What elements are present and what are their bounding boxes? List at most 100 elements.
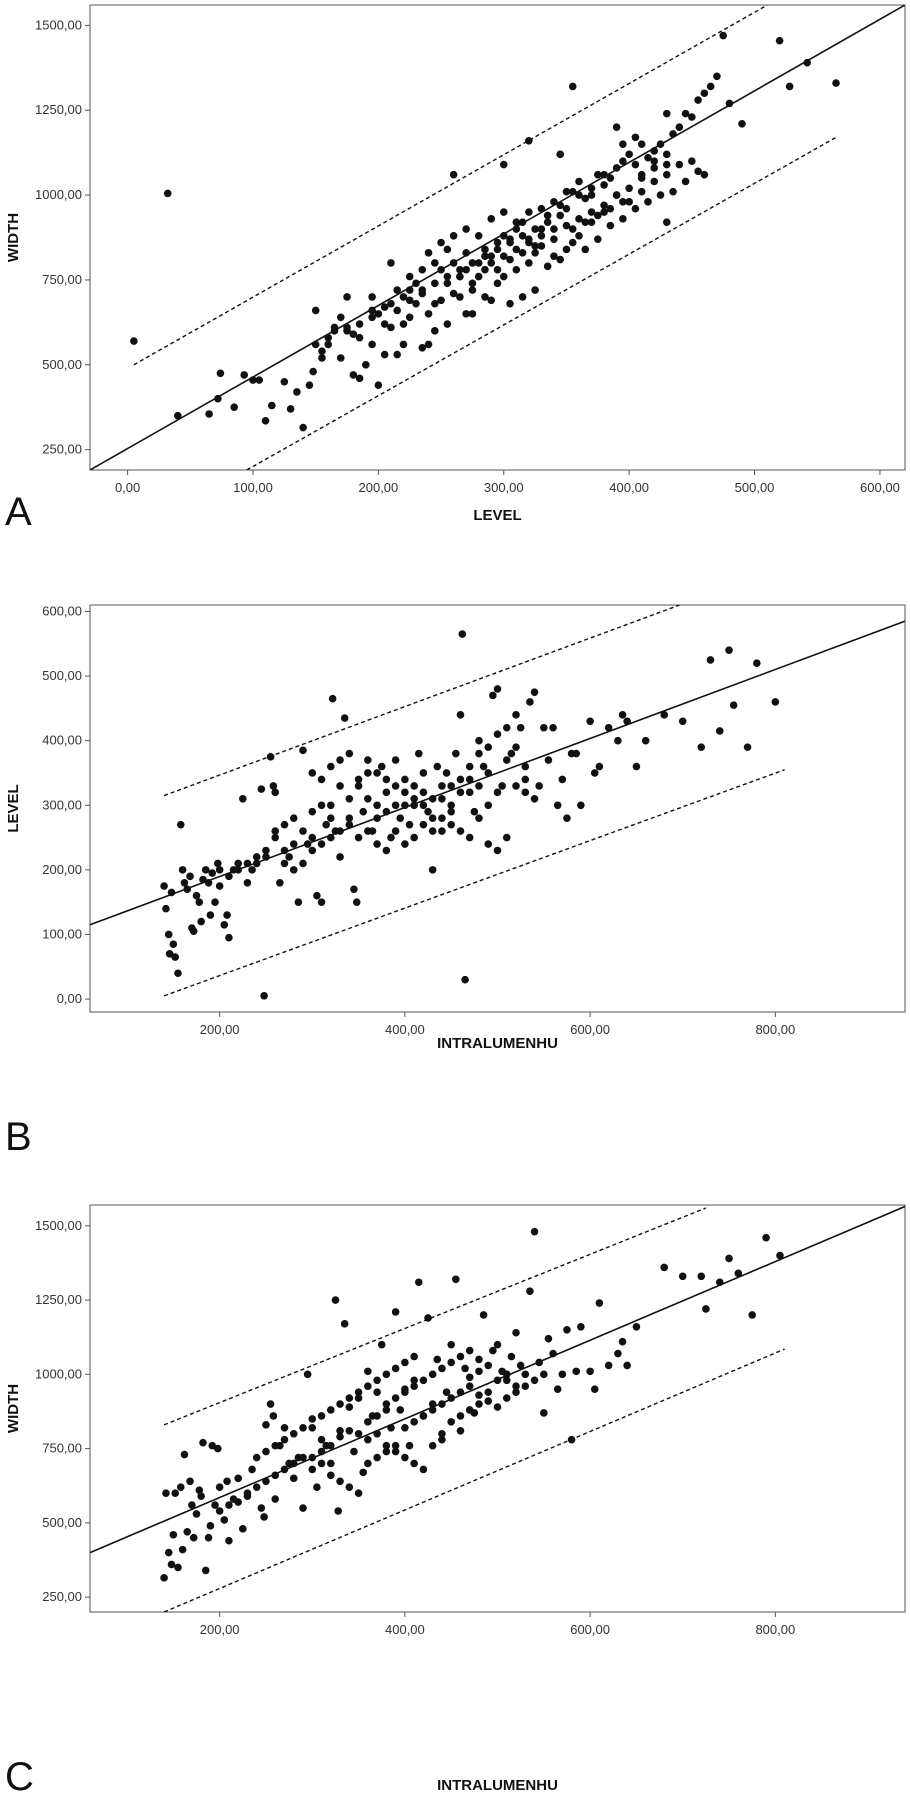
chart-2-data-point — [326, 1406, 335, 1414]
chart-1-data-point — [382, 788, 391, 797]
chart-0-data-point — [619, 140, 627, 148]
chart-0-data-point — [556, 201, 564, 210]
chart-1-x-axis-label: INTRALUMENHU — [437, 1035, 558, 1052]
chart-1-data-point — [521, 788, 530, 797]
chart-1-data-point — [401, 840, 409, 848]
chart-0-data-point — [355, 320, 364, 328]
chart-0-data-point — [456, 265, 464, 274]
chart-0-data-point — [230, 403, 238, 412]
chart-0-data-point — [656, 140, 665, 148]
chart-0-data-point — [499, 252, 508, 260]
chart-1-data-point — [364, 756, 372, 764]
chart-2-data-point — [234, 1498, 242, 1506]
chart-1-data-point — [475, 749, 483, 758]
chart-0-data-point — [612, 123, 621, 131]
chart-0-data-point — [405, 313, 414, 322]
chart-2-data-point — [521, 1382, 530, 1391]
chart-1-data-point — [401, 788, 409, 797]
chart-2-data-point — [317, 1459, 326, 1468]
chart-0-data-point — [725, 99, 734, 108]
chart-0-x-axis-label: LEVEL — [473, 507, 521, 524]
chart-0-x-tick-label: 500,00 — [735, 480, 775, 495]
chart-2-data-point — [502, 1376, 511, 1385]
chart-0-data-point — [531, 225, 539, 233]
chart-2-data-point — [414, 1278, 423, 1287]
chart-0-data-point — [405, 296, 414, 305]
chart-2-data-point — [410, 1352, 418, 1361]
chart-0-data-point — [305, 381, 314, 389]
scatter-chart-a: 0,00 100,00 200,00 300,00 400,00 500,00 600,00… — [5, 4, 906, 534]
chart-1-data-point — [484, 801, 493, 810]
chart-1-data-point — [743, 743, 752, 751]
chart-1-data-point — [214, 859, 222, 868]
chart-2-data-point — [521, 1370, 530, 1379]
chart-1-data-point — [493, 730, 502, 739]
chart-0-data-point — [487, 296, 496, 305]
chart-1-data-point — [162, 904, 170, 913]
chart-1-data-point — [456, 788, 465, 797]
chart-0-data-point — [330, 327, 339, 335]
chart-0-data-point — [173, 411, 182, 420]
chart-0-data-point — [349, 371, 358, 379]
chart-1-prediction-band — [163, 605, 682, 797]
chart-2-data-point — [225, 1501, 233, 1509]
chart-0-data-point — [393, 350, 401, 359]
chart-2-data-point — [373, 1453, 381, 1462]
chart-0-data-point — [600, 170, 608, 179]
chart-1-y-tick-label: 300,00 — [42, 797, 82, 812]
chart-2-prediction-band — [163, 1207, 707, 1426]
chart-2-data-point — [354, 1489, 363, 1497]
chart-2-data-point — [391, 1364, 400, 1373]
chart-2-data-point — [373, 1388, 381, 1396]
chart-0-y-axis-label: WIDTH — [5, 213, 22, 262]
chart-0-data-point — [619, 157, 627, 165]
chart-1-data-point — [452, 749, 460, 758]
chart-1-data-point — [433, 762, 442, 771]
chart-2-data-point — [475, 1391, 483, 1399]
chart-1-data-point — [678, 717, 687, 726]
chart-0-data-point — [612, 191, 621, 199]
chart-0-data-point — [518, 218, 527, 227]
chart-1-data-point — [225, 933, 233, 942]
chart-1-data-point — [438, 814, 446, 822]
chart-1-data-point — [623, 717, 631, 726]
chart-2-y-tick-label: 1000,00 — [35, 1366, 82, 1381]
chart-2-data-point — [526, 1287, 534, 1295]
chart-2-data-point — [489, 1346, 497, 1355]
chart-2-data-point — [401, 1358, 409, 1367]
chart-2-data-point — [257, 1504, 266, 1512]
chart-1-data-point — [220, 920, 229, 929]
chart-2-data-point — [211, 1501, 219, 1509]
chart-2-data-point — [188, 1501, 196, 1509]
chart-2-data-point — [326, 1441, 335, 1450]
chart-2-data-point — [252, 1453, 261, 1462]
chart-2-data-point — [289, 1429, 298, 1438]
chart-1-data-point — [345, 749, 354, 758]
chart-0-data-point — [587, 184, 596, 193]
chart-1-data-point — [280, 846, 289, 855]
chart-1-data-point — [489, 691, 497, 700]
chart-1-data-point — [204, 878, 213, 887]
chart-1-data-point — [706, 656, 715, 664]
chart-2-data-point — [493, 1376, 502, 1385]
chart-2-data-point — [428, 1400, 437, 1408]
chart-2-data-point — [289, 1474, 298, 1483]
chart-2-data-point — [433, 1355, 442, 1364]
chart-0-data-point — [644, 198, 652, 206]
chart-0-data-point — [481, 293, 489, 301]
chart-2-data-point — [540, 1409, 548, 1417]
chart-1-data-point — [521, 775, 530, 784]
chart-1-data-point — [345, 820, 354, 829]
chart-2-data-point — [734, 1269, 743, 1278]
chart-2-data-point — [382, 1441, 391, 1450]
chart-2-data-point — [331, 1296, 340, 1304]
chart-2-data-point — [516, 1361, 525, 1370]
chart-2-data-point — [317, 1435, 326, 1444]
chart-2-data-point — [183, 1527, 192, 1536]
chart-0-data-point — [537, 232, 546, 240]
chart-0-data-point — [324, 333, 333, 342]
chart-1-data-point — [410, 801, 418, 810]
chart-1-plot-area — [90, 605, 905, 1000]
chart-0-x-tick-label: 200,00 — [359, 480, 399, 495]
chart-2-data-point — [167, 1560, 176, 1569]
